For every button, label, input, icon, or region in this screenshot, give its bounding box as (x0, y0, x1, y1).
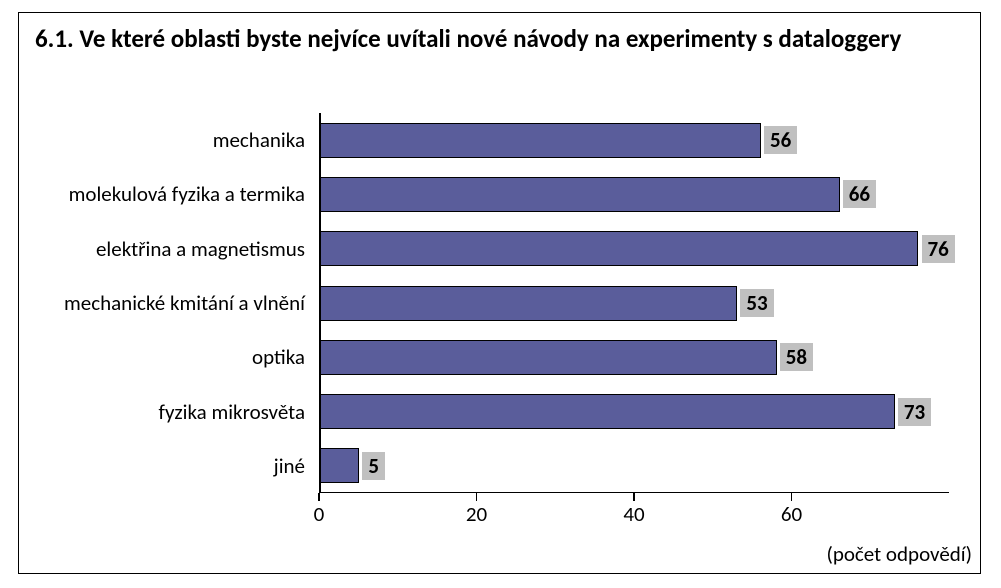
bar (320, 340, 777, 375)
bar-value-label: 56 (764, 126, 797, 154)
bar-value-label: 58 (780, 343, 813, 371)
plot-area: 020406056mechanika66molekulová fyzika a … (319, 113, 949, 493)
bar-value-label: 76 (922, 235, 955, 263)
chart-frame: 6.1. Ve které oblasti byste nejvíce uvít… (18, 12, 981, 574)
category-label: molekulová fyzika a termika (69, 181, 305, 207)
bar (320, 394, 895, 429)
bar (320, 231, 919, 266)
x-tick-label: 60 (781, 501, 802, 527)
category-label: elektřina a magnetismus (96, 236, 305, 262)
x-tick (476, 493, 478, 501)
category-label: fyzika mikrosvěta (159, 399, 306, 425)
category-label: mechanika (213, 127, 305, 153)
chart-title: 6.1. Ve které oblasti byste nejvíce uvít… (35, 23, 960, 54)
bar (320, 123, 761, 158)
x-tick (318, 493, 320, 501)
bar (320, 448, 359, 483)
bar (320, 286, 737, 321)
x-tick-label: 0 (314, 501, 325, 527)
bar-value-label: 66 (843, 180, 876, 208)
category-label: optika (252, 344, 305, 370)
x-tick-label: 40 (623, 501, 644, 527)
category-label: jiné (274, 453, 305, 479)
bar-value-label: 53 (740, 289, 773, 317)
x-axis-caption: (počet odpovědí) (826, 541, 972, 567)
bar-value-label: 73 (898, 398, 931, 426)
x-tick (633, 493, 635, 501)
bar (320, 177, 840, 212)
x-tick (791, 493, 793, 501)
bar-value-label: 5 (362, 452, 385, 480)
category-label: mechanické kmitání a vlnění (64, 290, 305, 316)
x-tick-label: 20 (466, 501, 487, 527)
